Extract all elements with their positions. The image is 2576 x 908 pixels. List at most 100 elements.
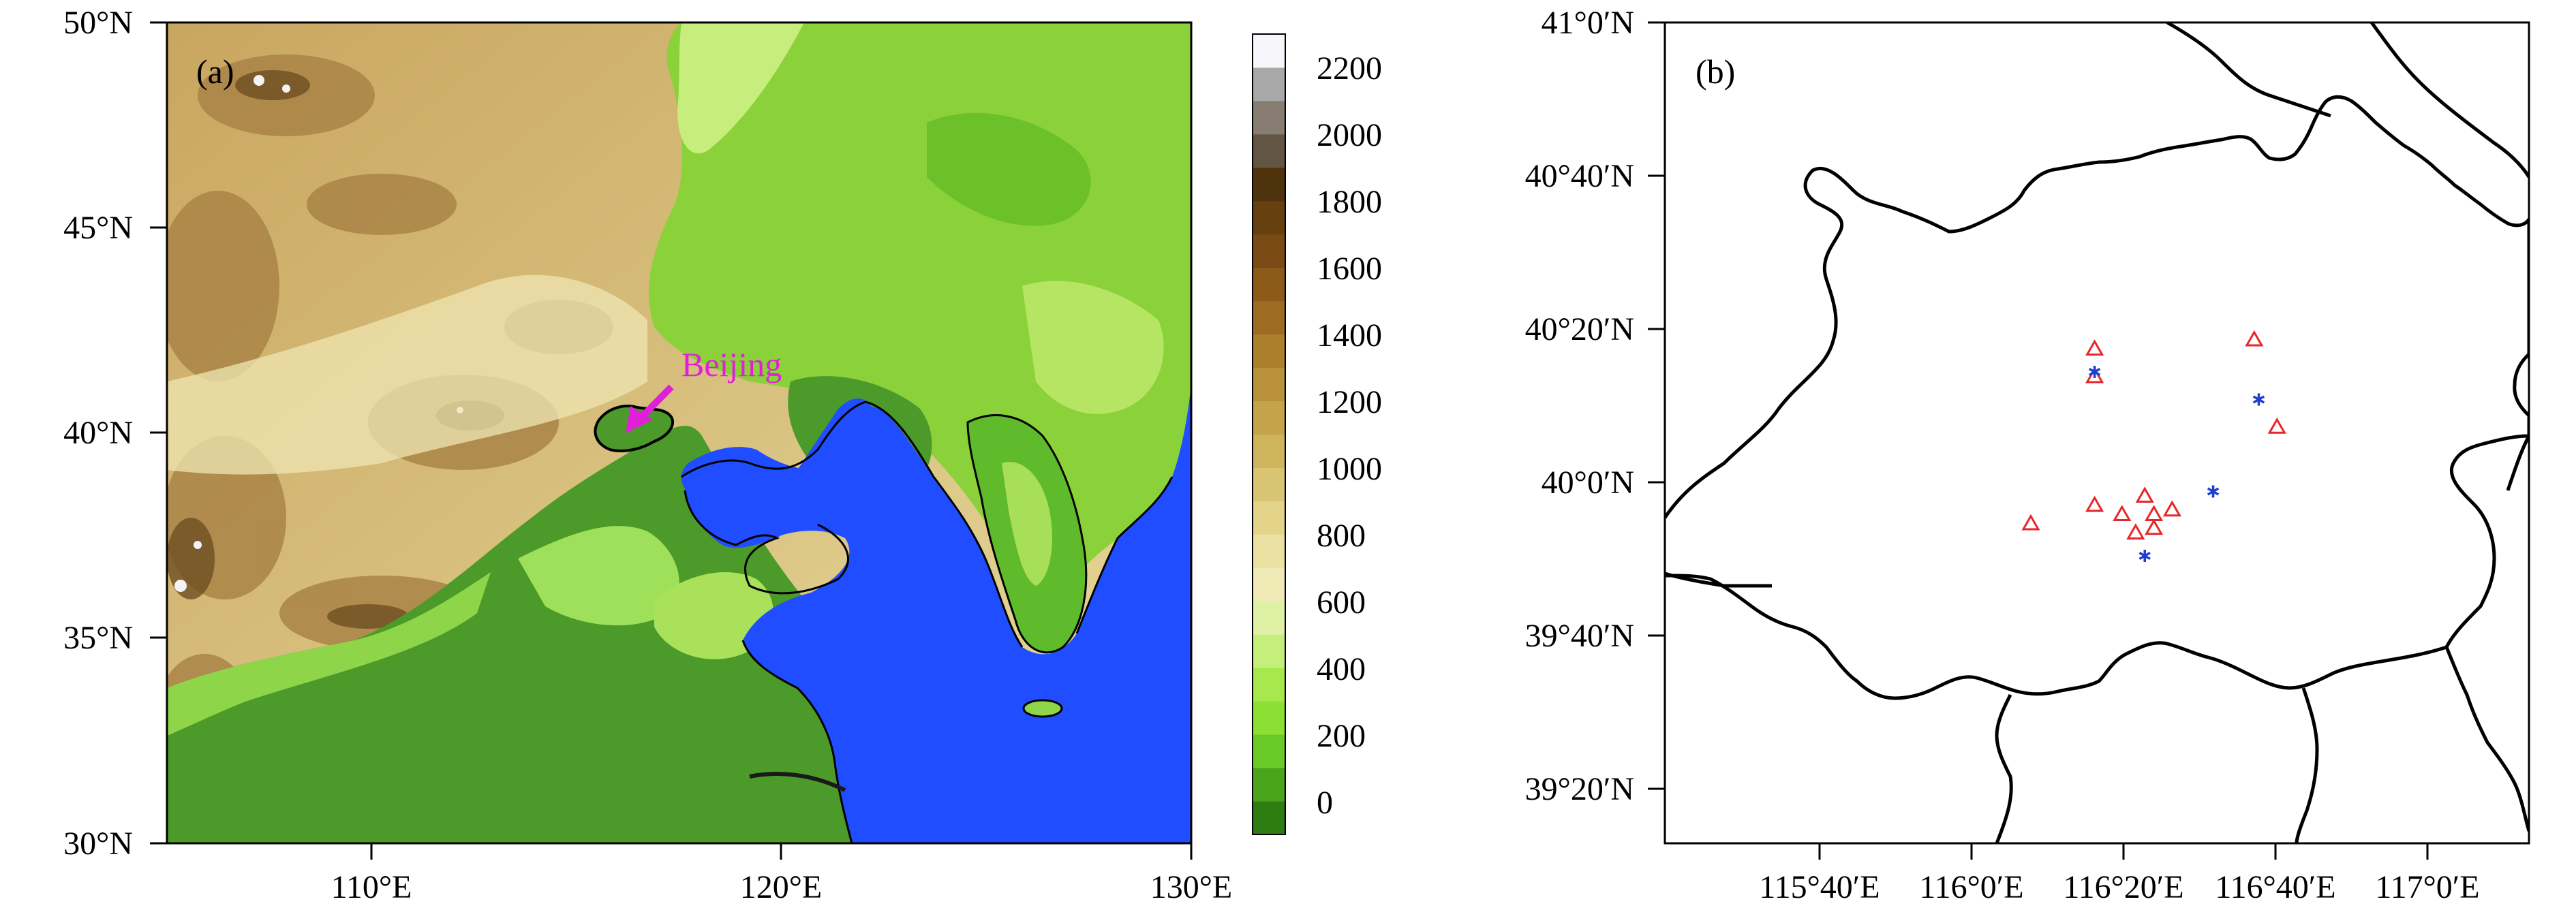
colorbar-swatch bbox=[1253, 234, 1285, 268]
triangle-site-marker bbox=[2245, 330, 2264, 347]
colorbar-swatch bbox=[1253, 634, 1285, 668]
beijing-arrow-shaft bbox=[637, 384, 674, 422]
colorbar-swatch bbox=[1253, 134, 1285, 168]
colorbar-swatch bbox=[1253, 334, 1285, 369]
triangle-site-marker bbox=[2021, 514, 2040, 531]
beijing-sites-panel: (b) 41°0′N 40°40′N 40°20′N 40°0′N 39°40′… bbox=[1525, 5, 2530, 905]
colorbar-swatch bbox=[1253, 67, 1285, 101]
colorbar-swatch bbox=[1253, 567, 1285, 601]
lat-tick-label: 30°N bbox=[63, 826, 133, 862]
yangtze-estuary bbox=[749, 772, 846, 792]
colorbar-swatch bbox=[1253, 100, 1285, 135]
triangle-site-marker bbox=[2162, 500, 2181, 517]
lat-tick-label: 39°40′N bbox=[1525, 618, 1634, 654]
colorbar-swatch bbox=[1253, 200, 1285, 235]
panel-b-frame bbox=[1663, 21, 2530, 845]
colorbar-frame bbox=[1252, 33, 1286, 835]
elevation-colorbar: 2200 2000 1800 1600 1400 1200 1000 800 6… bbox=[1252, 33, 1382, 835]
beijing-annotation: Beijing bbox=[626, 345, 782, 433]
lon-tick-label: 120°E bbox=[740, 869, 823, 905]
changbai-upland bbox=[1022, 281, 1164, 414]
colorbar-swatches bbox=[1253, 34, 1285, 835]
colorbar-tick-label: 1600 bbox=[1317, 251, 1382, 287]
colorbar-swatch bbox=[1253, 801, 1285, 835]
colorbar-swatch bbox=[1253, 467, 1285, 501]
lat-tick-label: 39°20′N bbox=[1525, 771, 1634, 807]
hebei-boundary-south-east bbox=[2295, 687, 2319, 843]
hebei-boundary-south-west bbox=[1995, 693, 2013, 843]
triangle-site-marker bbox=[2126, 523, 2145, 539]
beijing-boundary bbox=[1665, 95, 2529, 700]
lat-tick-label: 50°N bbox=[63, 5, 133, 41]
colorbar-swatch bbox=[1253, 534, 1285, 568]
lat-tick-label: 40°0′N bbox=[1542, 465, 1634, 501]
bohai-sea bbox=[685, 398, 872, 548]
lat-tick-label: 35°N bbox=[63, 620, 133, 656]
colorbar-tick-label: 1200 bbox=[1317, 384, 1382, 420]
colorbar-swatch bbox=[1253, 501, 1285, 535]
colorbar-labels: 2200 2000 1800 1600 1400 1200 1000 800 6… bbox=[1317, 50, 1382, 821]
colorbar-swatch bbox=[1253, 34, 1285, 68]
lat-tick-label: 45°N bbox=[63, 210, 133, 246]
terrain-map-panel: Beijing (a) 50°N 45°N 40°N 35°N 30°N 110… bbox=[63, 5, 1232, 905]
colorbar-tick-label: 200 bbox=[1317, 718, 1366, 754]
beijing-arrow-head bbox=[626, 406, 653, 433]
panel-a-lon-axis: 110°E 120°E 130°E bbox=[331, 843, 1233, 905]
lon-tick-label: 117°0′E bbox=[2375, 869, 2479, 905]
hebei-boundary-northeast bbox=[2370, 22, 2529, 178]
colorbar-swatch bbox=[1253, 401, 1285, 435]
map-background bbox=[1665, 22, 2529, 843]
colorbar-swatch bbox=[1253, 300, 1285, 335]
colorbar-swatch bbox=[1253, 167, 1285, 202]
beijing-map bbox=[1665, 22, 2529, 843]
panel-b-lon-axis: 115°40′E 116°0′E 116°20′E 116°40′E 117°0… bbox=[1759, 843, 2480, 905]
panel-b-label: (b) bbox=[1696, 52, 1735, 91]
lat-tick-label: 40°20′N bbox=[1525, 311, 1634, 347]
beijing-label: Beijing bbox=[681, 345, 782, 383]
lon-tick-label: 115°40′E bbox=[1759, 869, 1880, 905]
lon-tick-label: 116°40′E bbox=[2215, 869, 2335, 905]
star-site-marker bbox=[2138, 550, 2151, 562]
lon-tick-label: 130°E bbox=[1150, 869, 1233, 905]
plateau bbox=[167, 275, 647, 475]
lon-tick-label: 116°0′E bbox=[1919, 869, 2023, 905]
lat-tick-label: 40°N bbox=[63, 415, 133, 451]
lon-tick-label: 116°20′E bbox=[2063, 869, 2183, 905]
coastline-north bbox=[681, 401, 1024, 648]
hebei-boundary-west bbox=[1665, 572, 1772, 588]
korean-highlands bbox=[1002, 462, 1052, 586]
shandong-hills bbox=[654, 572, 773, 659]
colorbar-swatch bbox=[1253, 367, 1285, 402]
tianjin-boundary-north bbox=[2506, 435, 2529, 491]
jeju-island bbox=[1022, 699, 1063, 718]
colorbar-tick-label: 0 bbox=[1317, 785, 1333, 821]
lon-tick-label: 110°E bbox=[331, 869, 412, 905]
coastline-east-china bbox=[741, 640, 853, 843]
colorbar-tick-label: 2000 bbox=[1317, 117, 1382, 153]
colorbar-swatch bbox=[1253, 701, 1285, 735]
colorbar-tick-label: 600 bbox=[1317, 584, 1366, 621]
panel-a-label: (a) bbox=[196, 52, 234, 91]
colorbar-tick-label: 1000 bbox=[1317, 451, 1382, 487]
colorbar-swatch bbox=[1253, 434, 1285, 468]
triangle-site-marker bbox=[2113, 505, 2132, 521]
hebei-boundary-north bbox=[2166, 22, 2331, 118]
lat-tick-label: 40°40′N bbox=[1525, 158, 1634, 194]
colorbar-swatch bbox=[1253, 267, 1285, 302]
northeast-plain bbox=[927, 112, 1091, 226]
colorbar-tick-label: 1800 bbox=[1317, 184, 1382, 220]
star-site-marker bbox=[2088, 366, 2101, 378]
coastline-japan-sea bbox=[1075, 476, 1174, 634]
triangle-site-marker bbox=[2085, 495, 2104, 512]
north-china-plain bbox=[167, 426, 879, 843]
site-markers bbox=[2021, 330, 2286, 562]
terrain-map bbox=[167, 22, 1191, 843]
colorbar-swatch bbox=[1253, 601, 1285, 635]
northeast-upland bbox=[677, 22, 804, 154]
panel-b-lat-axis: 41°0′N 40°40′N 40°20′N 40°0′N 39°40′N 39… bbox=[1525, 5, 1665, 807]
triangle-site-marker bbox=[2085, 366, 2104, 383]
plain-hills bbox=[518, 526, 679, 626]
colorbar-tick-label: 400 bbox=[1317, 651, 1366, 687]
star-site-marker bbox=[2207, 485, 2220, 498]
